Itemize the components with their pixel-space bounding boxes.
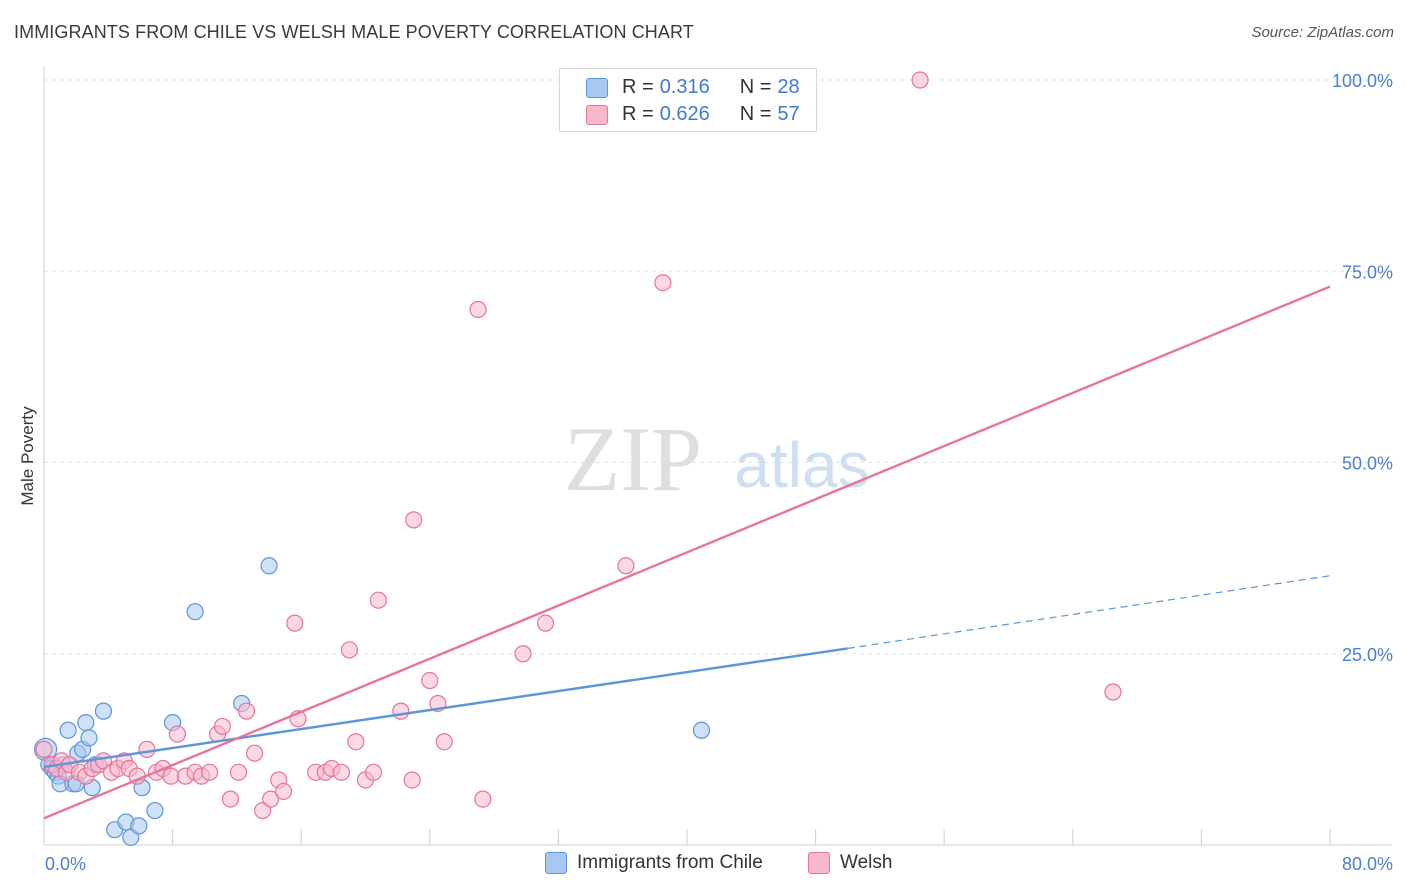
welsh-point [474,790,492,808]
welsh-point [162,767,180,785]
chile-point [77,713,95,732]
welsh-point [35,740,53,758]
welsh-point [469,300,487,319]
legend-r-value-welsh: 0.626 [659,102,710,125]
series-label-welsh: Welsh [840,852,893,873]
legend-r-label: R = [622,102,654,125]
welsh-point [221,790,240,808]
legend-n-label: N = [739,102,772,125]
source-label: Source: ZipAtlas.com [1251,24,1394,41]
chile-point [692,721,711,739]
welsh-point [237,702,256,720]
series-swatch-welsh [808,852,830,874]
series-legend-chile: Immigrants from Chile [545,852,763,874]
welsh-point [200,763,219,781]
welsh-point [421,671,439,690]
x-tick-label-max: 80.0% [1342,854,1393,874]
y-tick-label: 50.0% [1342,454,1393,474]
legend-n-value-welsh: 57 [777,102,800,125]
chile-trend-line [43,647,848,769]
chile-point [260,557,278,575]
welsh-point [262,790,280,808]
chile-point [80,729,98,747]
gridlines [44,79,1392,655]
welsh-point [911,71,929,89]
legend-row-chile: R = 0.316 N = 28 [586,74,800,100]
tick-labels: 25.0% 50.0% 75.0% 100.0% 0.0% 80.0% [45,71,1393,874]
legend-r-value-chile: 0.316 [659,75,710,98]
welsh-point [286,614,304,632]
legend-n-label: N = [739,75,772,98]
y-tick-label: 100.0% [1332,71,1393,91]
welsh-point [536,614,555,632]
welsh-point [435,733,453,751]
legend-swatch-welsh [586,105,608,125]
series-swatch-chile [545,852,567,874]
series-legend-welsh: Welsh [808,852,892,874]
chile-point [186,603,204,621]
chart-title: IMMIGRANTS FROM CHILE VS WELSH MALE POVE… [14,22,694,42]
welsh-point [617,557,635,575]
trend-lines [43,285,1331,820]
watermark: ZIP atlas [564,408,870,510]
series-label-chile: Immigrants from Chile [577,852,763,873]
chile-point [94,702,113,720]
watermark-zip: ZIP [564,408,702,510]
chile-point [59,721,77,739]
legend-swatch-chile [586,78,608,98]
axes [43,66,1392,846]
welsh-point [274,782,293,801]
welsh-point [654,274,672,292]
welsh-point [369,591,387,609]
legend-r-label: R = [622,75,654,98]
welsh-point [403,771,421,789]
welsh-point [1104,683,1122,701]
welsh-point [340,641,359,659]
welsh-point [245,744,264,762]
welsh-trend-line [43,285,1331,820]
welsh-point [138,740,156,758]
welsh-point [229,763,248,781]
welsh-point [332,763,350,781]
welsh-point [213,717,232,736]
welsh-point [514,645,532,663]
chile-point [146,801,164,820]
chile-trend-extension [847,575,1331,649]
legend-row-welsh: R = 0.626 N = 57 [586,101,800,127]
welsh-point [168,725,187,743]
x-tick-label-min: 0.0% [45,854,86,874]
chile-point [130,817,148,835]
legend-n-value-chile: 28 [777,75,800,98]
correlation-legend: R = 0.316 N = 28 R = 0.626 N = 57 [559,68,817,132]
y-tick-label: 25.0% [1342,645,1393,665]
welsh-point [347,733,365,751]
welsh-point [405,511,423,529]
welsh-point [364,763,383,781]
watermark-atlas: atlas [734,429,869,501]
welsh-point [392,702,410,720]
y-tick-label: 75.0% [1342,262,1393,282]
